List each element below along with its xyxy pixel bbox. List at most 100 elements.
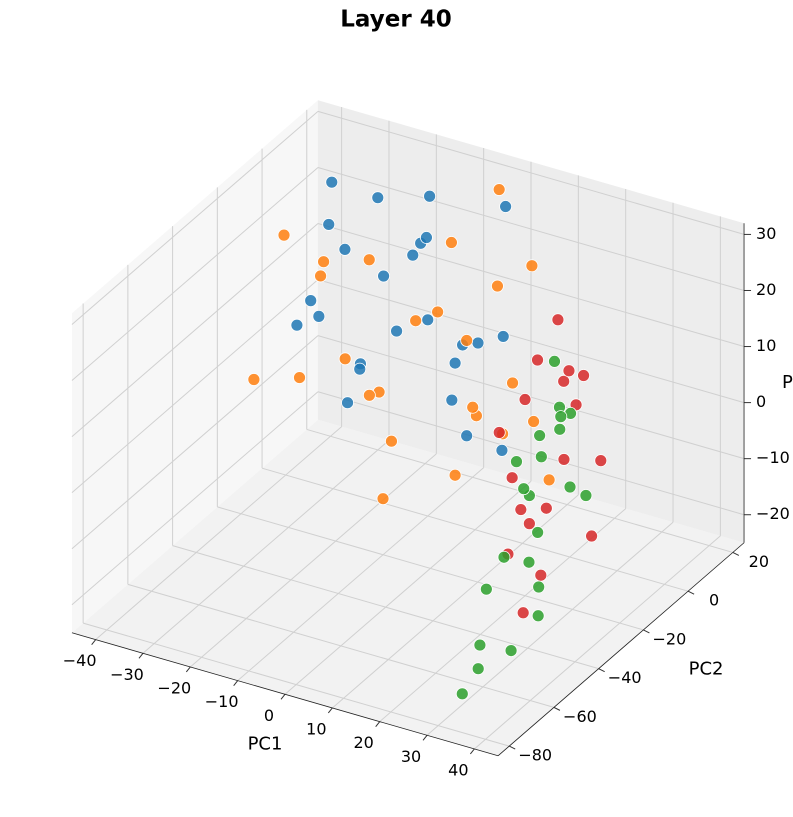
grid-line xyxy=(317,279,745,404)
point xyxy=(516,606,530,620)
tick-mark xyxy=(553,706,561,711)
point xyxy=(492,183,506,196)
point xyxy=(554,410,568,424)
grid-line xyxy=(317,110,745,235)
grid-line xyxy=(317,335,745,460)
point xyxy=(423,189,437,203)
point xyxy=(304,294,318,308)
point xyxy=(548,355,561,368)
point xyxy=(551,313,565,327)
y-tick-label: 0 xyxy=(709,591,719,610)
point xyxy=(506,376,519,390)
grid-line xyxy=(317,391,745,516)
point xyxy=(504,644,518,657)
point xyxy=(376,492,390,506)
chart-title: Layer 40 xyxy=(340,7,451,33)
grid-line xyxy=(379,508,627,723)
point xyxy=(522,555,536,569)
grid-line xyxy=(217,506,644,631)
point xyxy=(390,324,403,338)
tick-mark xyxy=(375,721,381,727)
point xyxy=(491,279,504,293)
point xyxy=(531,353,544,367)
grid-line xyxy=(71,167,319,381)
point xyxy=(460,334,474,347)
point xyxy=(466,400,480,414)
point xyxy=(371,191,385,205)
point xyxy=(338,352,352,366)
tick-mark xyxy=(185,666,191,673)
point xyxy=(445,393,459,407)
grid-line xyxy=(426,521,674,736)
point xyxy=(448,468,462,482)
x-tick-label: −10 xyxy=(205,692,239,711)
tick-mark xyxy=(233,680,239,686)
point xyxy=(455,687,469,701)
point xyxy=(525,259,539,273)
point xyxy=(579,489,593,502)
point xyxy=(557,374,571,388)
point xyxy=(312,309,326,323)
point xyxy=(471,662,485,676)
grid-line xyxy=(71,223,319,437)
left-pane xyxy=(71,100,318,633)
point xyxy=(314,269,327,283)
point xyxy=(460,429,474,443)
point xyxy=(495,443,509,457)
point xyxy=(514,503,528,516)
point xyxy=(497,550,511,564)
y-axis-label: PC2 xyxy=(689,658,724,679)
point xyxy=(421,313,435,327)
tick-mark xyxy=(91,639,97,645)
point xyxy=(542,473,556,487)
point xyxy=(532,580,546,594)
point xyxy=(531,609,545,623)
z-tick-label: −10 xyxy=(756,448,790,467)
y-tick-label: 20 xyxy=(749,552,769,571)
point xyxy=(473,638,487,652)
point xyxy=(247,373,261,386)
grid-line xyxy=(71,111,319,325)
x-tick-label: −30 xyxy=(110,665,144,684)
tick-mark xyxy=(508,745,516,750)
grid-line xyxy=(172,545,599,670)
point xyxy=(577,369,590,382)
tick-mark xyxy=(280,693,286,700)
x-tick-label: 0 xyxy=(264,706,274,725)
point xyxy=(517,482,531,496)
point xyxy=(594,454,608,468)
grid-line xyxy=(95,426,342,641)
y-axis-line xyxy=(497,542,745,757)
grid-line xyxy=(83,622,510,747)
x-tick-label: −20 xyxy=(157,678,191,697)
grid-line xyxy=(317,223,745,348)
y-tick-label: −80 xyxy=(518,746,552,765)
point xyxy=(445,236,458,249)
point xyxy=(534,450,548,464)
point xyxy=(420,231,433,244)
point xyxy=(496,330,510,343)
point xyxy=(479,582,493,596)
point xyxy=(322,218,336,231)
tick-mark xyxy=(687,590,695,595)
grid-line xyxy=(189,453,437,668)
point xyxy=(406,248,420,262)
point xyxy=(448,356,462,370)
grid-line xyxy=(142,439,390,654)
x-tick-label: 30 xyxy=(401,747,421,766)
tick-mark xyxy=(422,734,428,741)
tick-mark xyxy=(732,551,740,556)
grid-line xyxy=(71,391,319,606)
z-tick-label: 10 xyxy=(756,336,776,355)
point xyxy=(471,336,485,350)
point xyxy=(409,314,423,328)
point xyxy=(338,242,352,256)
tick-mark xyxy=(643,629,650,634)
point xyxy=(527,415,541,428)
grid-line xyxy=(127,583,555,708)
z-tick-label: 0 xyxy=(756,392,766,411)
grid-line xyxy=(261,467,689,592)
point xyxy=(562,364,576,378)
